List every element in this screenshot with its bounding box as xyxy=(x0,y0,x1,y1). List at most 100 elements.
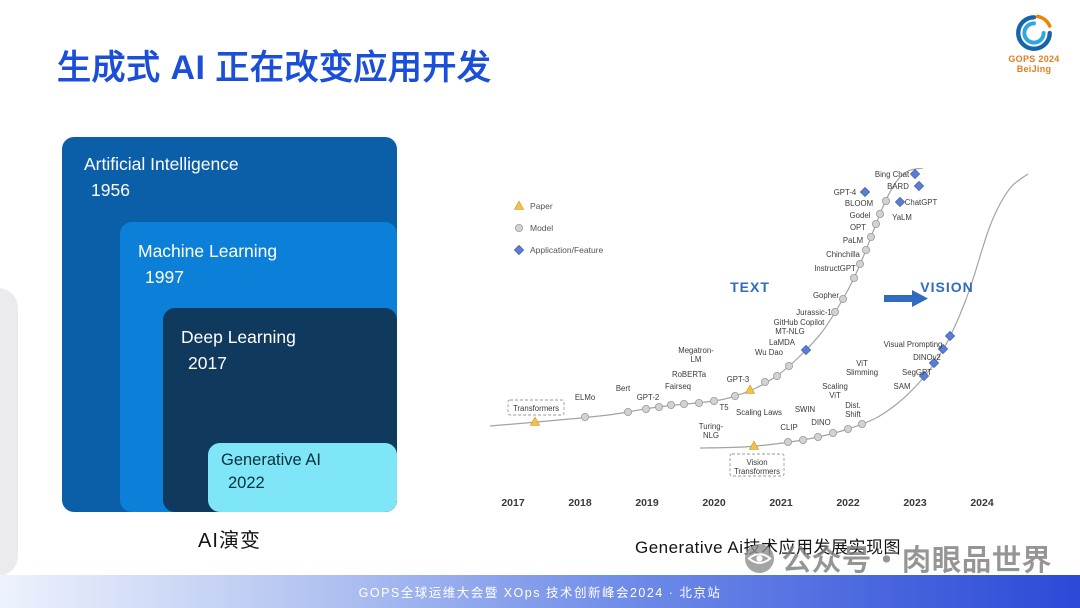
watermark: 公众号・肉眼品世界 xyxy=(744,537,1052,579)
ai-evolution-diagram: Artificial Intelligence 1956 Machine Lea… xyxy=(62,137,397,512)
svg-text:BARD: BARD xyxy=(887,182,909,191)
svg-text:Megatron-LM: Megatron-LM xyxy=(678,346,714,364)
model-marker-icon xyxy=(857,419,866,428)
milestone-bard: BARD xyxy=(887,180,925,192)
milestone-dinov2: DINOv2 xyxy=(913,343,949,362)
model-marker-icon xyxy=(709,396,718,405)
model-marker-icon xyxy=(871,220,880,229)
year-label: 2022 xyxy=(836,497,860,509)
svg-text:DINOv2: DINOv2 xyxy=(913,353,941,362)
milestone-palm: PaLM xyxy=(843,236,870,255)
svg-text:Visual Prompting: Visual Prompting xyxy=(884,340,943,349)
model-marker-icon xyxy=(813,432,822,441)
milestone-gpt-2: GPT-2 xyxy=(637,393,659,413)
legend-label: Application/Feature xyxy=(530,245,604,255)
model-marker-icon xyxy=(843,424,852,433)
milestone-roberta: RoBERTa xyxy=(666,370,707,409)
model-marker-icon xyxy=(861,246,870,255)
x-axis-labels: 2017 2018 2019 2020 2021 2022 2023 2024 xyxy=(501,497,994,509)
vision-arrow-icon xyxy=(884,290,928,307)
svg-text:Turing-NLG: Turing-NLG xyxy=(699,422,724,440)
milestone-opt: OPT xyxy=(850,223,875,242)
svg-text:BLOOM: BLOOM xyxy=(845,199,873,208)
svg-text:T5: T5 xyxy=(719,403,729,412)
model-marker-icon xyxy=(654,402,663,411)
legend-label: Paper xyxy=(530,201,553,211)
application-marker-icon xyxy=(894,196,906,208)
model-marker-icon xyxy=(783,437,792,446)
footer-banner: GOPS全球运维大会暨 XOps 技术创新峰会2024 · 北京站 xyxy=(0,575,1080,608)
model-marker-icon xyxy=(730,391,739,400)
model-marker-icon xyxy=(694,398,703,407)
milestones: Transformers ELMo Bert GPT-2 Fairseq RoBERTa M… xyxy=(507,168,956,477)
model-marker-icon xyxy=(830,307,839,316)
milestone-megatron-lm: Megatron-LM xyxy=(678,346,714,408)
legend-model-icon xyxy=(514,224,523,233)
year-label: 2024 xyxy=(970,497,994,509)
application-marker-icon xyxy=(909,168,921,180)
milestone-bert: Bert xyxy=(616,384,632,416)
venn-layer-1-label: Machine Learning 1997 xyxy=(138,241,278,288)
model-marker-icon xyxy=(866,233,875,242)
model-marker-icon xyxy=(828,428,837,437)
timeline-chart: Paper Model Application/Feature 2017 2018 201… xyxy=(488,168,1048,558)
year-label: 2018 xyxy=(568,497,592,509)
milestone-transformers: Transformers xyxy=(507,399,565,426)
year-label: 2019 xyxy=(635,497,659,509)
watermark-logo-icon xyxy=(744,543,775,573)
application-marker-icon xyxy=(859,186,871,198)
model-marker-icon xyxy=(798,435,807,444)
svg-text:ChatGPT: ChatGPT xyxy=(905,198,938,207)
milestone-chatgpt: ChatGPT xyxy=(894,196,938,208)
application-marker-icon xyxy=(928,357,940,369)
milestone-swin: SWIN xyxy=(795,405,815,444)
milestone-yalm: YaLM xyxy=(881,196,912,222)
milestone-fairseq: Fairseq xyxy=(654,382,691,411)
timeline-curves xyxy=(489,168,1029,449)
svg-text:PaLM: PaLM xyxy=(843,236,863,245)
legend-paper-icon xyxy=(513,200,525,210)
svg-text:DINO: DINO xyxy=(811,418,831,427)
svg-text:SegGPT: SegGPT xyxy=(902,368,932,377)
year-label: 2021 xyxy=(769,497,793,509)
milestone-instructgpt: InstructGPT xyxy=(814,264,858,283)
svg-text:Bert: Bert xyxy=(616,384,631,393)
milestone-t5: T5 xyxy=(709,396,729,412)
milestone-elmo: ELMo xyxy=(575,393,596,421)
svg-text:RoBERTa: RoBERTa xyxy=(672,370,707,379)
milestone-turing-nlg: Turing-NLG xyxy=(694,398,724,440)
dashed-label-box xyxy=(507,399,565,416)
milestone-bing-chat: Bing Chat xyxy=(875,168,921,180)
venn-layer-3-label: Generative AI 2022 xyxy=(221,451,321,493)
legend-item-application-feature: Application/Feature xyxy=(513,244,604,256)
venn-layer-0-label: Artificial Intelligence 1956 xyxy=(84,154,239,201)
svg-text:Fairseq: Fairseq xyxy=(665,382,691,391)
svg-text:Bing Chat: Bing Chat xyxy=(875,170,910,179)
left-edge-decoration xyxy=(0,288,18,576)
svg-text:SWIN: SWIN xyxy=(795,405,815,414)
paper-marker-icon xyxy=(529,416,541,426)
milestone-lamda: LaMDA xyxy=(769,338,796,380)
logo-text-line2: BeiJing xyxy=(1016,64,1052,75)
milestone-scaling-laws: Scaling Laws xyxy=(736,384,782,417)
model-marker-icon xyxy=(679,399,688,408)
model-marker-icon xyxy=(772,371,781,380)
svg-text:Transformers: Transformers xyxy=(513,404,559,413)
paper-marker-icon xyxy=(748,440,760,450)
gops-logo-swirl-icon xyxy=(1016,14,1052,51)
watermark-text: 公众号・肉眼品世界 xyxy=(781,545,1052,577)
svg-text:GPT-4: GPT-4 xyxy=(834,188,857,197)
year-label: 2020 xyxy=(702,497,726,509)
milestone-chinchilla: Chinchilla xyxy=(826,250,864,269)
model-marker-icon xyxy=(666,400,675,409)
application-marker-icon xyxy=(800,344,812,356)
branch-label-vision: VISION xyxy=(920,279,973,295)
year-label: 2023 xyxy=(903,497,927,509)
milestone-gopher: Gopher xyxy=(813,291,847,304)
milestone-vit-slimming: ViT Slimming xyxy=(846,359,878,428)
model-marker-icon xyxy=(855,260,864,269)
